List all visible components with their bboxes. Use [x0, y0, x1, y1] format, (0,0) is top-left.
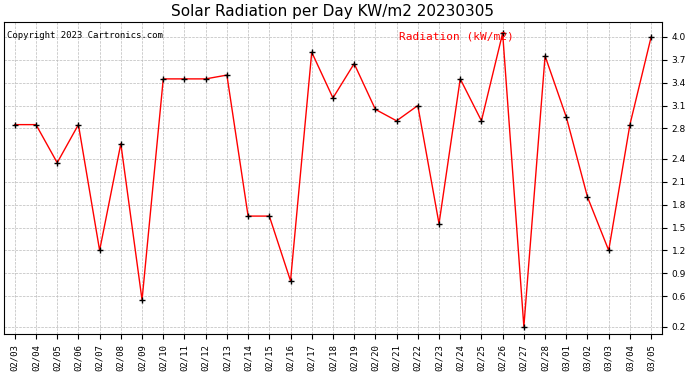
Title: Solar Radiation per Day KW/m2 20230305: Solar Radiation per Day KW/m2 20230305 — [171, 4, 495, 19]
Text: Copyright 2023 Cartronics.com: Copyright 2023 Cartronics.com — [8, 31, 164, 40]
Text: Radiation (kW/m2): Radiation (kW/m2) — [399, 31, 513, 41]
